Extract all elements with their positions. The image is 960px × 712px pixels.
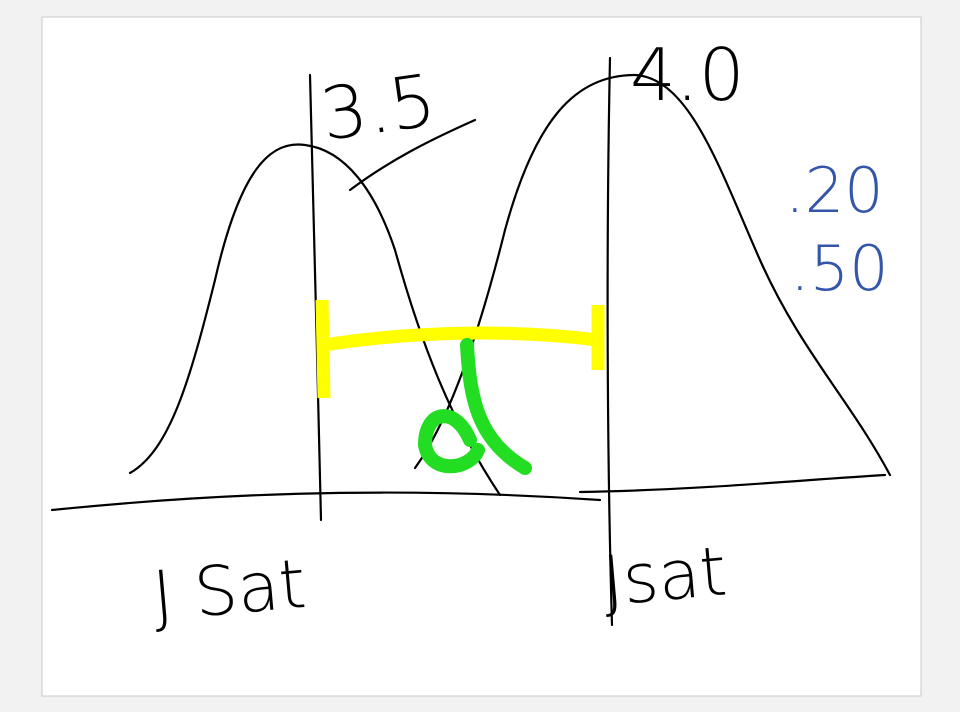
canvas (41, 16, 922, 697)
left-mean-line (308, 73, 323, 522)
value-label: .50 (790, 232, 889, 305)
left-mean-label: 3.5 (316, 58, 441, 157)
right-mean-label: 4.0 (630, 33, 745, 117)
baseline-right (578, 473, 887, 494)
right-mean-line (606, 56, 614, 627)
baseline (50, 491, 602, 512)
left-curve (128, 143, 502, 497)
value-label: .20 (785, 154, 884, 227)
distance-d-stroke (417, 338, 532, 475)
left-axis-label: J Sat (150, 545, 309, 637)
distance-symbol: d (490, 469, 491, 471)
underline (348, 118, 477, 192)
right-axis-label: Jsat (600, 532, 730, 621)
distance-bar (315, 299, 605, 399)
